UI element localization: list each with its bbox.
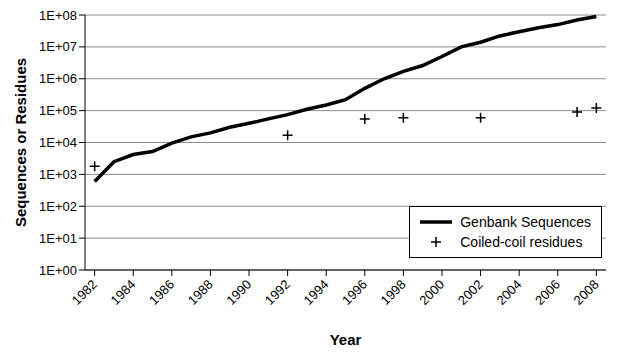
svg-text:1E+07: 1E+07 — [39, 39, 77, 54]
svg-text:1988: 1988 — [185, 277, 216, 308]
svg-text:1E+02: 1E+02 — [39, 199, 77, 214]
svg-text:1992: 1992 — [262, 277, 293, 308]
svg-text:Year: Year — [330, 331, 362, 348]
svg-text:2008: 2008 — [571, 277, 602, 308]
svg-text:1E+06: 1E+06 — [39, 71, 77, 86]
svg-text:1E+01: 1E+01 — [39, 231, 77, 246]
svg-text:2000: 2000 — [416, 277, 447, 308]
svg-text:1982: 1982 — [69, 277, 100, 308]
svg-text:2004: 2004 — [493, 277, 524, 308]
svg-text:1E+08: 1E+08 — [39, 8, 77, 23]
svg-text:1E+00: 1E+00 — [39, 263, 77, 278]
svg-text:1986: 1986 — [146, 277, 177, 308]
svg-text:2002: 2002 — [455, 277, 486, 308]
svg-text:1998: 1998 — [378, 277, 409, 308]
svg-text:1E+04: 1E+04 — [39, 135, 77, 150]
svg-text:1E+05: 1E+05 — [39, 103, 77, 118]
svg-text:1994: 1994 — [300, 277, 331, 308]
html-text:Coiled-coil residues: Coiled-coil residues — [460, 234, 583, 250]
svg-text:1996: 1996 — [339, 277, 370, 308]
svg-text:1E+03: 1E+03 — [39, 167, 77, 182]
svg-text:1990: 1990 — [223, 277, 254, 308]
svg-text:2006: 2006 — [532, 277, 563, 308]
svg-text:Sequences or Residues: Sequences or Residues — [12, 58, 29, 227]
svg-text:1984: 1984 — [107, 277, 138, 308]
html-text:Genbank Sequences: Genbank Sequences — [460, 214, 591, 230]
